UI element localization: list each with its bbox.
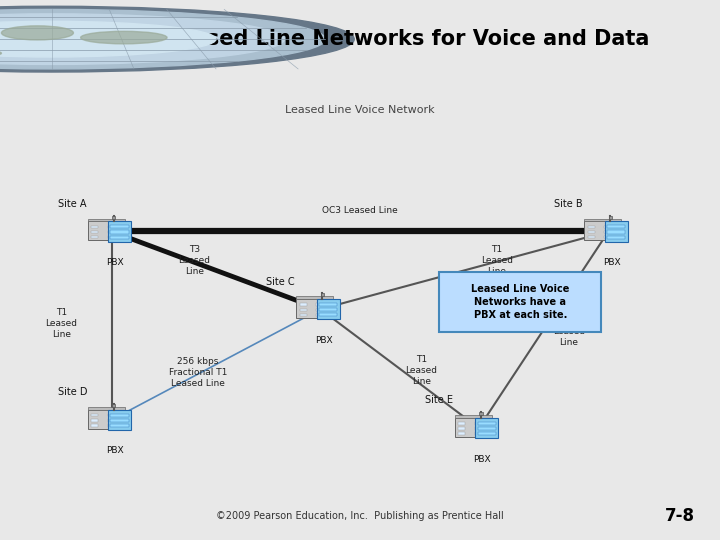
- Circle shape: [0, 6, 354, 72]
- FancyBboxPatch shape: [107, 236, 114, 239]
- Text: Site D: Site D: [58, 387, 87, 397]
- FancyBboxPatch shape: [604, 236, 611, 239]
- FancyBboxPatch shape: [319, 308, 337, 311]
- FancyBboxPatch shape: [588, 226, 595, 228]
- Ellipse shape: [0, 49, 1, 57]
- Ellipse shape: [81, 31, 167, 44]
- Text: PBX: PBX: [315, 336, 333, 345]
- Text: T1
Leased
Line: T1 Leased Line: [45, 308, 77, 339]
- FancyBboxPatch shape: [88, 407, 125, 410]
- FancyBboxPatch shape: [91, 419, 98, 422]
- FancyBboxPatch shape: [479, 412, 482, 415]
- FancyBboxPatch shape: [300, 308, 307, 311]
- FancyBboxPatch shape: [107, 419, 114, 422]
- Circle shape: [0, 9, 325, 69]
- FancyBboxPatch shape: [316, 308, 323, 311]
- FancyBboxPatch shape: [607, 225, 625, 228]
- Text: PBX: PBX: [107, 258, 124, 267]
- FancyBboxPatch shape: [604, 226, 611, 228]
- FancyBboxPatch shape: [319, 303, 337, 306]
- Text: OC3 Leased Line: OC3 Leased Line: [322, 206, 398, 215]
- FancyBboxPatch shape: [439, 272, 601, 332]
- Text: ©2009 Pearson Education, Inc.  Publishing as Prentice Hall: ©2009 Pearson Education, Inc. Publishing…: [216, 511, 504, 521]
- FancyBboxPatch shape: [107, 424, 114, 427]
- Text: PBX: PBX: [474, 455, 491, 463]
- FancyBboxPatch shape: [604, 231, 611, 233]
- Text: Site A: Site A: [58, 199, 86, 209]
- FancyBboxPatch shape: [300, 314, 307, 316]
- FancyBboxPatch shape: [107, 226, 114, 228]
- FancyBboxPatch shape: [474, 427, 482, 430]
- Circle shape: [0, 14, 284, 64]
- FancyBboxPatch shape: [585, 221, 621, 240]
- FancyBboxPatch shape: [455, 418, 492, 437]
- FancyBboxPatch shape: [477, 427, 495, 430]
- FancyBboxPatch shape: [316, 314, 323, 316]
- Text: T3
Leased
Line: T3 Leased Line: [179, 245, 210, 276]
- FancyBboxPatch shape: [91, 226, 98, 228]
- FancyBboxPatch shape: [107, 231, 114, 233]
- FancyBboxPatch shape: [607, 231, 625, 233]
- Text: 7-2: Leased Line Networks for Voice and Data: 7-2: Leased Line Networks for Voice and …: [112, 29, 649, 49]
- Text: 256 kbps
Fractional T1
Leased Line: 256 kbps Fractional T1 Leased Line: [168, 357, 228, 388]
- FancyBboxPatch shape: [585, 219, 621, 221]
- Text: Site E: Site E: [425, 395, 453, 406]
- FancyBboxPatch shape: [110, 414, 128, 417]
- FancyBboxPatch shape: [91, 231, 98, 233]
- FancyBboxPatch shape: [110, 418, 128, 422]
- Text: Leased Line Voice Network: Leased Line Voice Network: [285, 105, 435, 114]
- FancyBboxPatch shape: [91, 414, 98, 416]
- Circle shape: [0, 21, 216, 57]
- FancyBboxPatch shape: [108, 221, 131, 241]
- Text: T1
Leased
Line: T1 Leased Line: [553, 316, 585, 347]
- FancyBboxPatch shape: [317, 299, 340, 319]
- FancyBboxPatch shape: [477, 432, 495, 435]
- Text: Leased Line Voice
Networks have a
PBX at each site.: Leased Line Voice Networks have a PBX at…: [471, 284, 570, 320]
- FancyBboxPatch shape: [320, 294, 324, 296]
- FancyBboxPatch shape: [607, 235, 625, 239]
- FancyBboxPatch shape: [297, 299, 333, 318]
- FancyBboxPatch shape: [608, 215, 612, 219]
- FancyBboxPatch shape: [475, 418, 498, 438]
- FancyBboxPatch shape: [316, 303, 323, 306]
- Text: Site C: Site C: [266, 276, 295, 287]
- FancyBboxPatch shape: [110, 231, 128, 233]
- FancyBboxPatch shape: [588, 231, 595, 233]
- FancyBboxPatch shape: [459, 427, 465, 430]
- FancyBboxPatch shape: [88, 221, 125, 240]
- Ellipse shape: [1, 26, 73, 40]
- Text: T1
Leased
Line: T1 Leased Line: [405, 355, 437, 386]
- FancyBboxPatch shape: [91, 236, 98, 239]
- FancyBboxPatch shape: [319, 313, 337, 316]
- Text: PBX: PBX: [603, 258, 621, 267]
- FancyBboxPatch shape: [88, 410, 125, 429]
- FancyBboxPatch shape: [459, 433, 465, 435]
- FancyBboxPatch shape: [91, 424, 98, 427]
- FancyBboxPatch shape: [605, 221, 628, 241]
- Text: Site B: Site B: [554, 199, 583, 209]
- Text: 7-8: 7-8: [665, 507, 695, 525]
- FancyBboxPatch shape: [459, 422, 465, 424]
- FancyBboxPatch shape: [474, 433, 482, 435]
- FancyBboxPatch shape: [477, 422, 495, 425]
- FancyBboxPatch shape: [108, 410, 131, 430]
- Text: T1
Leased
Line: T1 Leased Line: [481, 245, 513, 276]
- FancyBboxPatch shape: [474, 422, 482, 424]
- FancyBboxPatch shape: [110, 225, 128, 228]
- FancyBboxPatch shape: [588, 236, 595, 239]
- FancyBboxPatch shape: [88, 219, 125, 221]
- FancyBboxPatch shape: [112, 404, 115, 407]
- FancyBboxPatch shape: [110, 235, 128, 239]
- FancyBboxPatch shape: [107, 414, 114, 416]
- FancyBboxPatch shape: [455, 415, 492, 418]
- FancyBboxPatch shape: [297, 296, 333, 299]
- FancyBboxPatch shape: [300, 303, 307, 306]
- FancyBboxPatch shape: [112, 215, 115, 219]
- FancyBboxPatch shape: [110, 424, 128, 427]
- Text: PBX: PBX: [107, 447, 124, 455]
